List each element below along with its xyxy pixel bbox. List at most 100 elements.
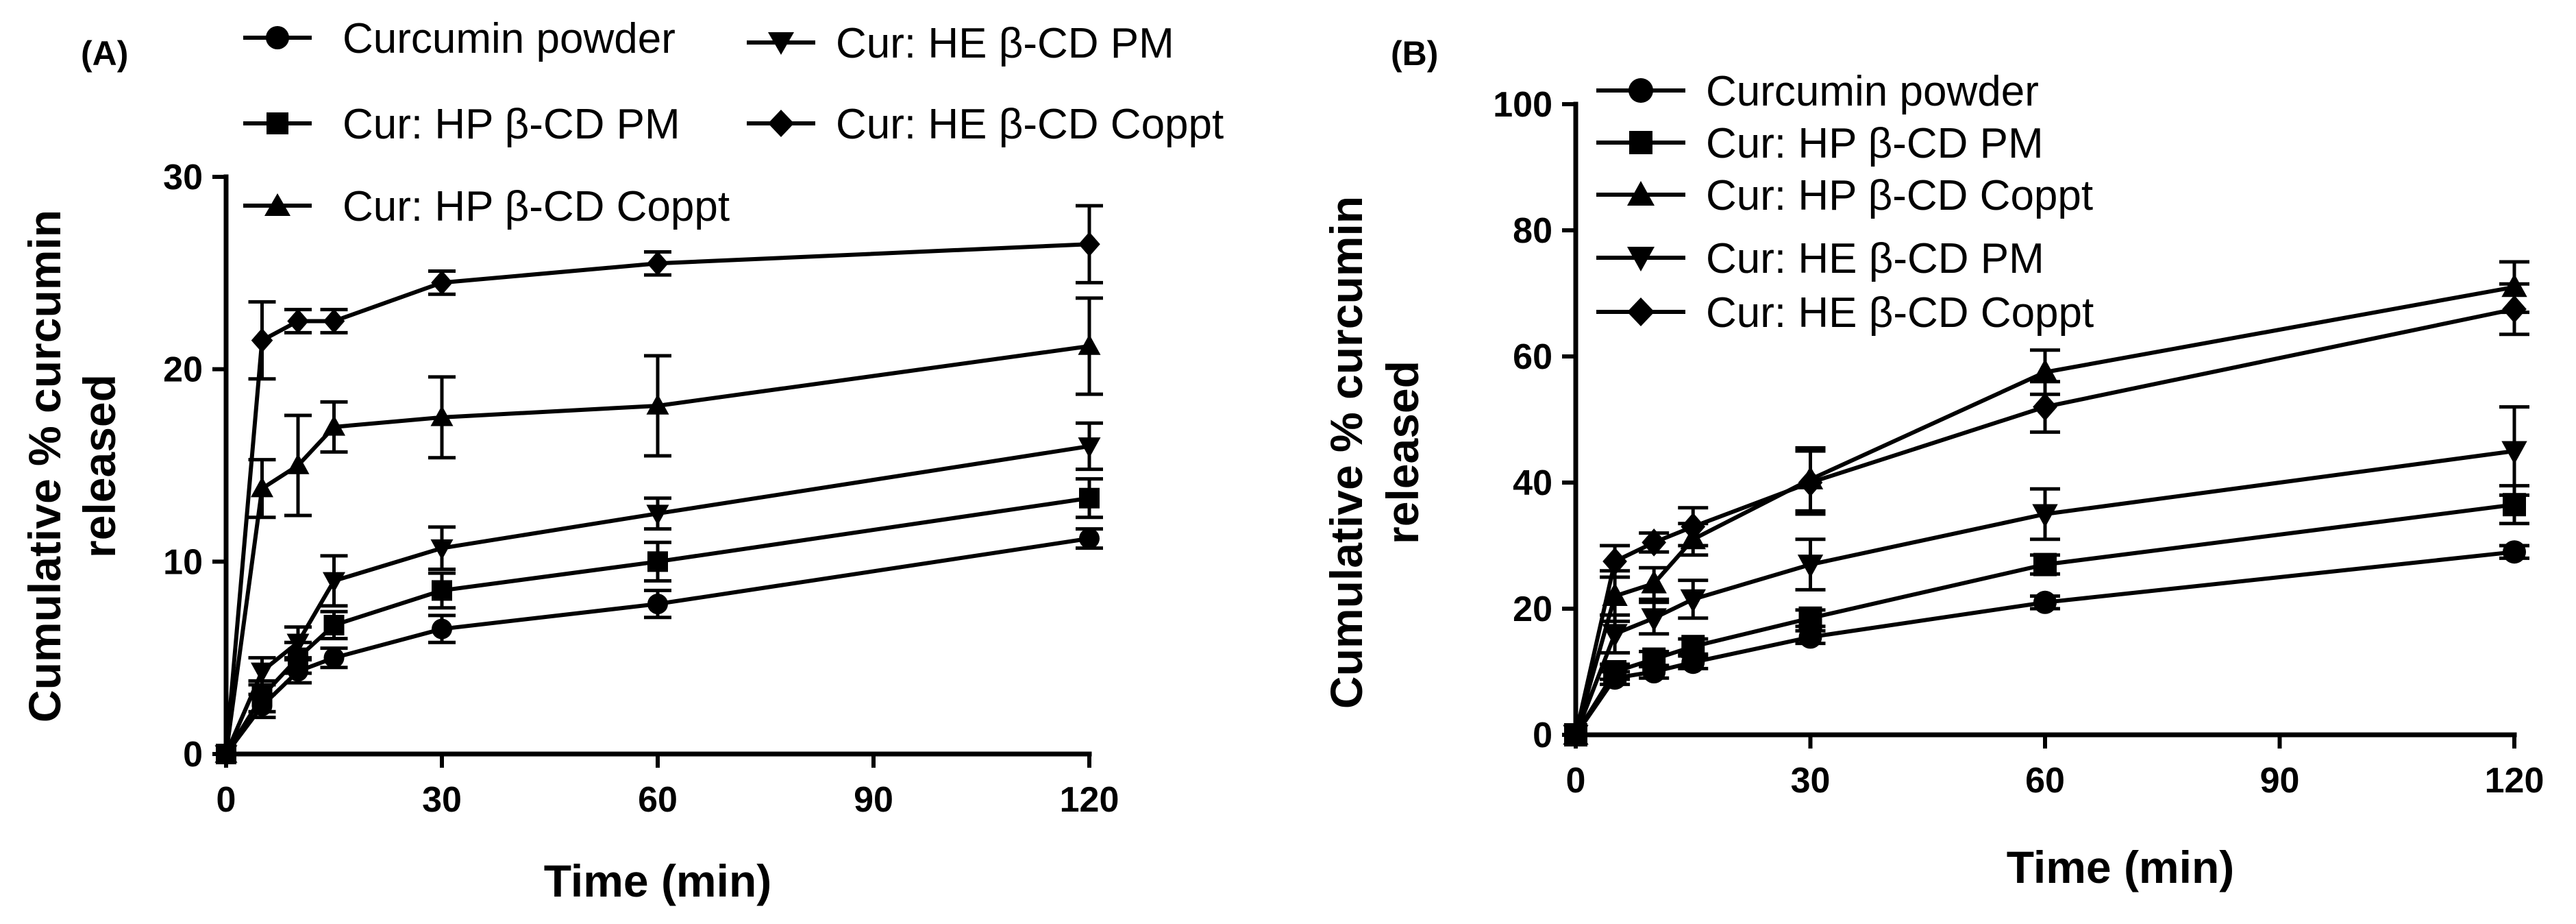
legend-marker-triangle-up: [264, 193, 290, 216]
panel-a-ticks: 0 10 20 30 0 30 60 90 120: [163, 158, 1119, 820]
data-point: [287, 308, 309, 334]
y-tick-label: 0: [1533, 716, 1552, 755]
x-tick-label: 60: [2025, 761, 2065, 801]
legend-label: Cur: HP β-CD Coppt: [343, 183, 730, 230]
y-tick-label: 60: [1513, 337, 1552, 377]
panel-a-series: [214, 204, 1103, 766]
x-tick-label: 60: [638, 780, 678, 820]
data-point: [323, 614, 345, 635]
legend-label: Curcumin powder: [1706, 68, 2039, 115]
data-point: [1642, 647, 1666, 671]
data-point: [647, 251, 669, 276]
data-point: [1603, 660, 1627, 683]
panel-b-ylabel-line2: released: [1377, 361, 1428, 544]
x-tick-label: 30: [1791, 761, 1831, 801]
legend-label: Cur: HP β-CD PM: [1706, 120, 2044, 167]
data-point: [251, 328, 273, 353]
data-point: [1680, 589, 1706, 613]
data-point: [1641, 570, 1667, 594]
legend-marker-circle: [1628, 78, 1653, 103]
data-point: [1798, 606, 1822, 630]
data-point: [2032, 504, 2058, 528]
panel-b-series: [1563, 260, 2529, 749]
legend-item-he-coppt: Cur: HE β-CD Coppt: [1596, 289, 2094, 337]
data-point: [286, 633, 310, 655]
data-point: [1078, 437, 1101, 459]
legend-label: Cur: HP β-CD PM: [343, 101, 680, 148]
legend-marker-diamond: [1627, 297, 1655, 326]
y-tick-label: 100: [1493, 85, 1552, 125]
x-tick-label: 120: [2485, 761, 2544, 801]
data-point: [1681, 635, 1705, 659]
data-point: [647, 594, 668, 615]
legend-label: Cur: HE β-CD PM: [836, 20, 1174, 67]
data-point: [323, 572, 345, 593]
legend-item-he-pm: Cur: HE β-CD PM: [1596, 235, 2044, 282]
y-tick-label: 80: [1513, 211, 1552, 251]
data-point: [251, 662, 273, 683]
series-triangle-up: [214, 296, 1103, 763]
y-tick-label: 20: [1513, 589, 1552, 629]
legend-label: Cur: HE β-CD Coppt: [836, 101, 1224, 148]
data-point: [1563, 720, 1588, 749]
data-point: [1079, 487, 1100, 509]
data-point: [1681, 513, 1706, 541]
data-point: [2502, 295, 2527, 324]
y-tick-label: 20: [163, 350, 203, 390]
data-point: [2033, 552, 2057, 576]
legend-marker-triangle-down: [768, 32, 794, 55]
legend-marker-diamond: [768, 110, 794, 137]
legend-item-he-pm: Cur: HE β-CD PM: [747, 20, 1174, 67]
data-point: [286, 453, 310, 474]
legend-label: Cur: HE β-CD Coppt: [1706, 289, 2094, 337]
data-point: [323, 308, 345, 334]
panel-b-xlabel: Time (min): [2007, 842, 2234, 892]
series-triangle-down: [214, 421, 1103, 766]
y-tick-label: 30: [163, 158, 203, 197]
data-point: [323, 415, 345, 436]
legend-label: Curcumin powder: [343, 15, 676, 62]
x-tick-label: 30: [422, 780, 462, 820]
panel-a-xlabel: Time (min): [544, 855, 771, 906]
panel-a: (A) Cumulative % curcumin released 0 10 20…: [19, 15, 1224, 906]
panel-b-ylabel-line1: Cumulative % curcumin: [1321, 196, 1372, 709]
legend-item-hp-coppt: Cur: HP β-CD Coppt: [243, 183, 730, 230]
series-diamond: [1563, 282, 2529, 749]
data-point: [2501, 441, 2527, 465]
x-tick-label: 0: [1566, 761, 1586, 801]
legend-marker-square: [267, 112, 288, 134]
data-point: [1602, 547, 1627, 576]
panel-b-label: (B): [1391, 34, 1438, 73]
legend-item-hp-pm: Cur: HP β-CD PM: [1596, 120, 2044, 167]
panel-a-legend: Curcumin powder Cur: HP β-CD PM Cur: HP …: [243, 15, 1224, 230]
x-tick-label: 0: [216, 780, 236, 820]
data-point: [2032, 358, 2058, 382]
data-point: [431, 270, 453, 295]
legend-item-hp-coppt: Cur: HP β-CD Coppt: [1596, 172, 2093, 219]
series-square: [216, 477, 1103, 764]
panel-a-label: (A): [81, 34, 128, 73]
data-point: [1079, 528, 1100, 549]
y-tick-label: 10: [163, 542, 203, 582]
data-point: [1641, 608, 1667, 632]
x-tick-label: 120: [1060, 780, 1119, 820]
panel-a-ylabel-line1: Cumulative % curcumin: [19, 210, 70, 722]
legend-marker-triangle-up: [1627, 181, 1655, 206]
y-tick-label: 40: [1513, 463, 1552, 503]
legend-label: Cur: HP β-CD Coppt: [1706, 172, 2093, 219]
series-line: [1574, 550, 2515, 736]
data-point: [432, 580, 452, 601]
data-point: [2033, 590, 2057, 614]
legend-marker-triangle-down: [1627, 247, 1655, 271]
legend-item-hp-pm: Cur: HP β-CD PM: [243, 101, 680, 148]
data-point: [430, 405, 454, 426]
data-point: [2033, 393, 2057, 421]
panel-a-ylabel-line2: released: [74, 374, 125, 558]
panel-b-legend: Curcumin powder Cur: HP β-CD PM Cur: HP …: [1596, 68, 2094, 337]
legend-item-curcumin-powder: Curcumin powder: [243, 15, 676, 62]
data-point: [647, 551, 668, 572]
legend-item-curcumin-powder: Curcumin powder: [1596, 68, 2039, 115]
data-point: [215, 742, 237, 766]
data-point: [323, 647, 345, 668]
